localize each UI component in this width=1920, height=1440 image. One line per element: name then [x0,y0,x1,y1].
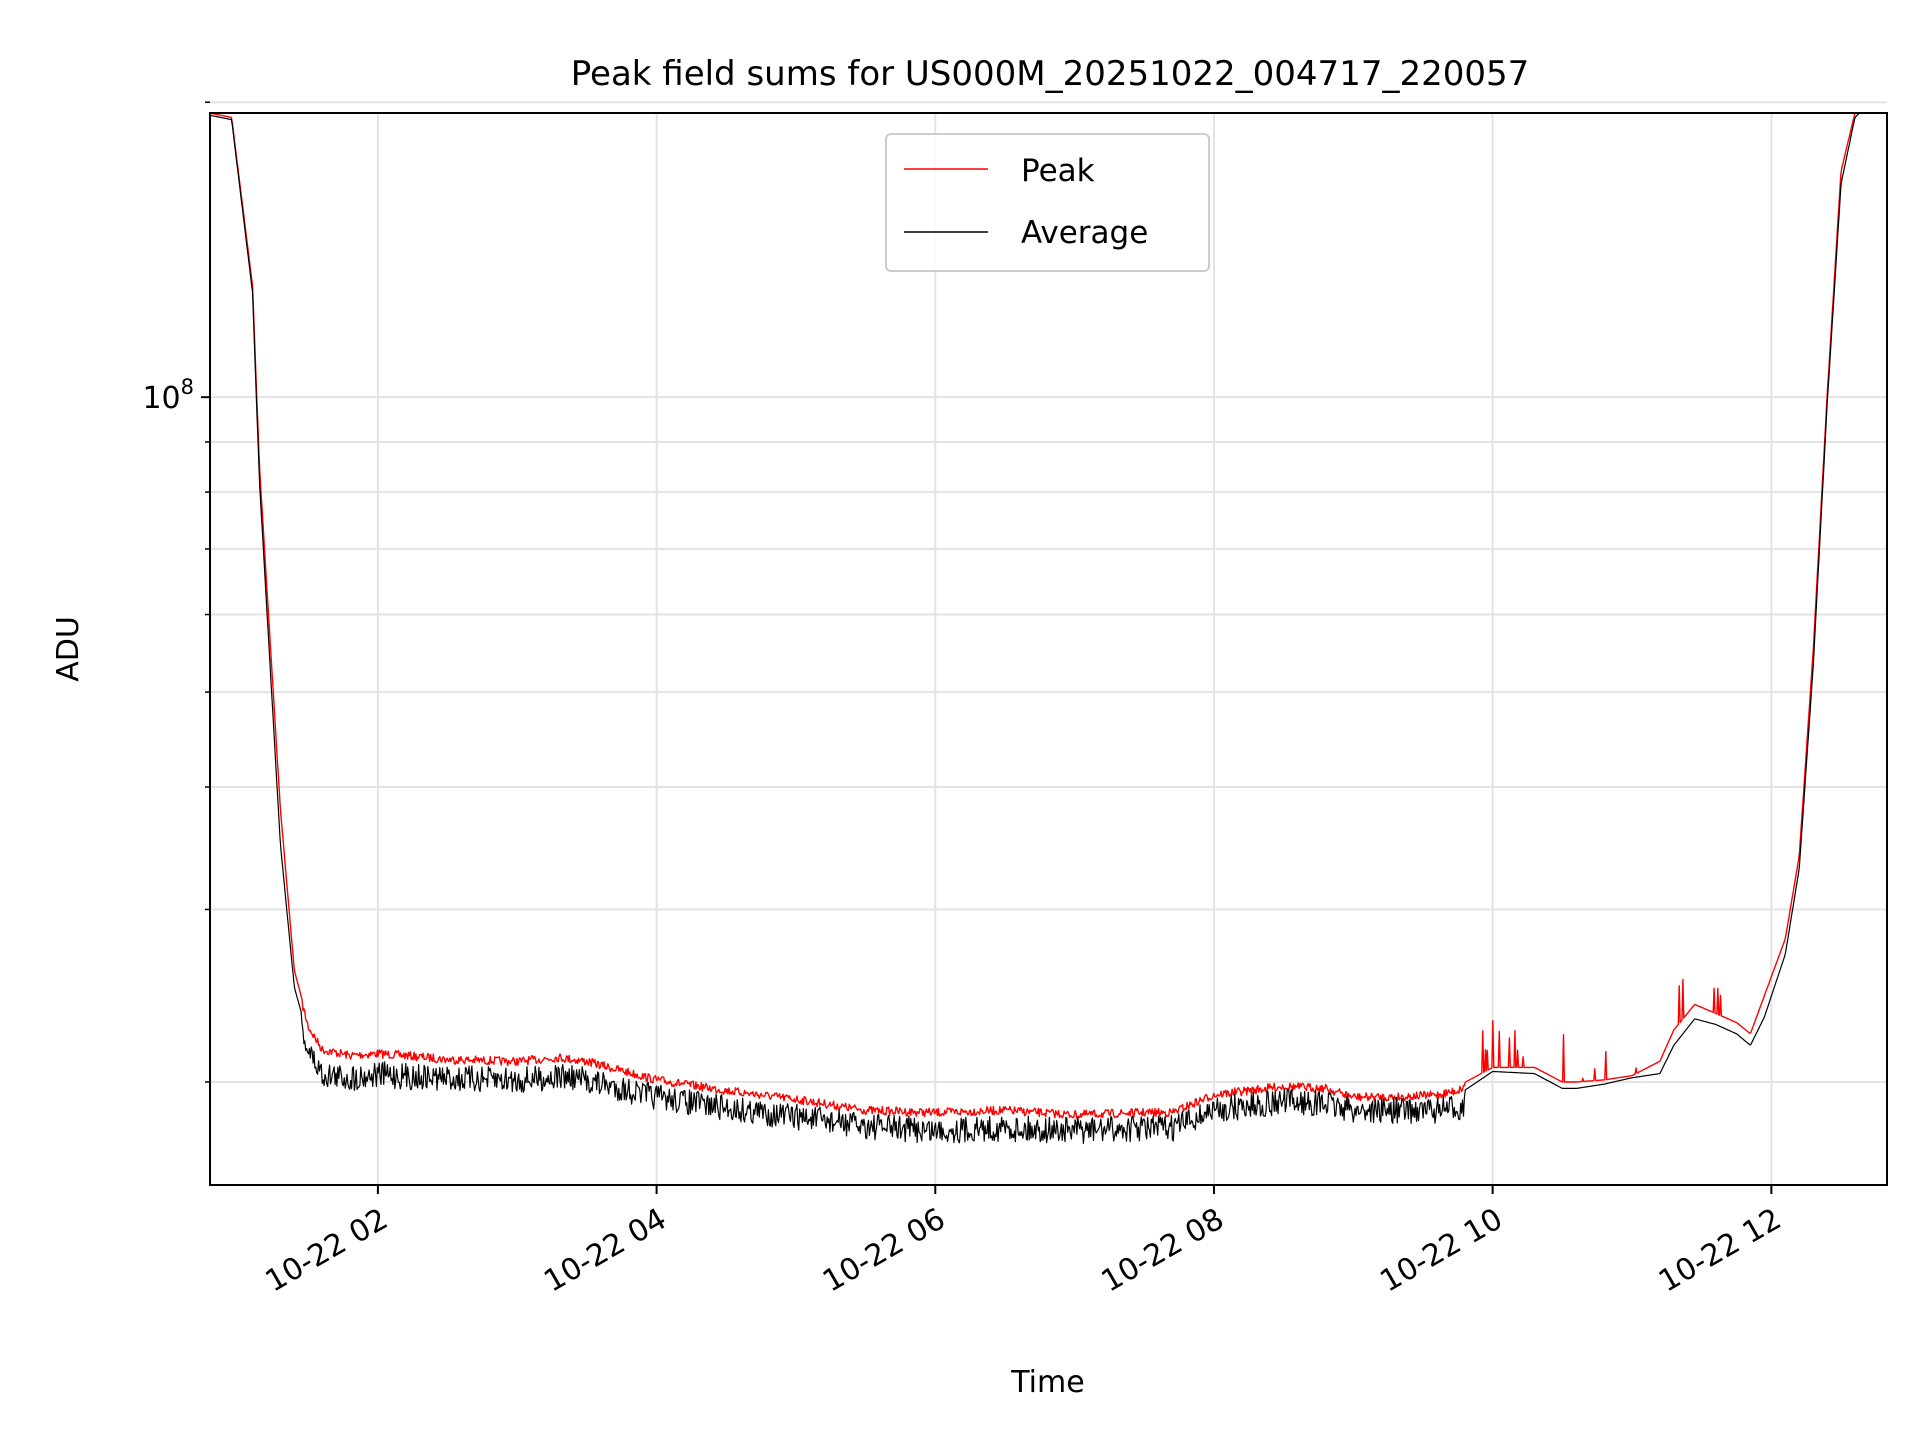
x-axis-label: Time [1010,1365,1084,1400]
chart-title: Peak field sums for US000M_20251022_0047… [571,54,1530,94]
series-layer [210,113,1861,1144]
series-line-peak [210,113,1857,1120]
legend-peak-label: Peak [1021,153,1095,189]
y-tick-label: 108 [142,375,194,416]
y-axis-label: ADU [51,616,86,682]
series-line-average [210,113,1861,1144]
legend-average-label: Average [1021,215,1148,251]
grid [210,101,1887,1185]
plot-frame [209,112,1888,1186]
legend: Peak Average [885,133,1210,272]
